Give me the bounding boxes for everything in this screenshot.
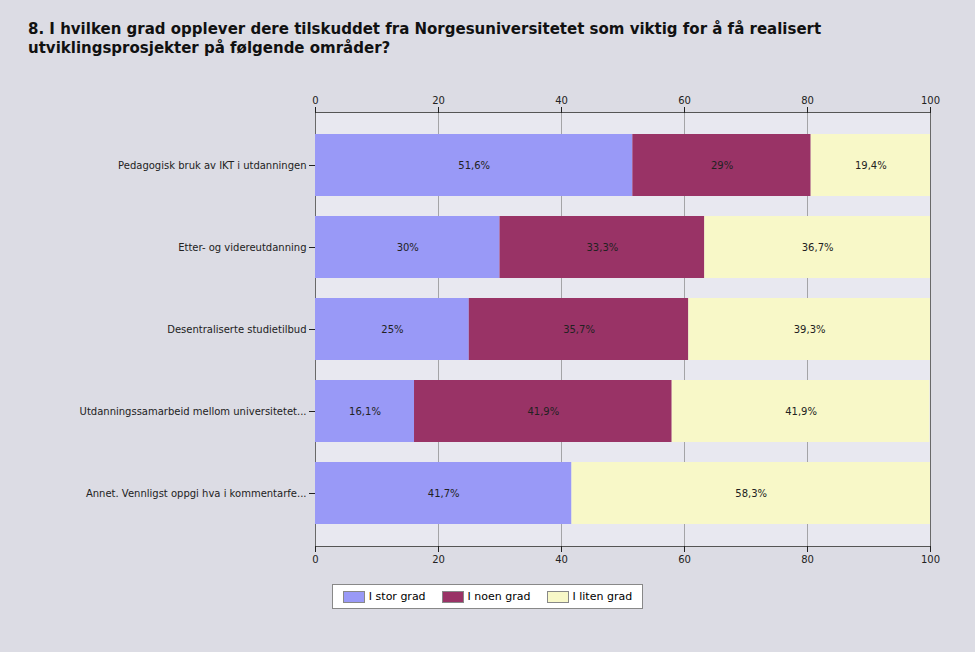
svg-text:60: 60: [678, 554, 691, 565]
svg-text:80: 80: [801, 95, 814, 106]
svg-text:35,7%: 35,7%: [563, 324, 595, 335]
svg-text:39,3%: 39,3%: [794, 324, 826, 335]
html-text:8. I hvilken grad opplever der: 8. I hvilken grad opplever dere tilskudd…: [28, 20, 822, 57]
svg-text:41,7%: 41,7%: [428, 488, 460, 499]
svg-text:Utdanningssamarbeid mellom uni: Utdanningssamarbeid mellom universitetet…: [80, 406, 307, 417]
svg-text:0: 0: [312, 554, 318, 565]
html-text:I stor grad: I stor grad: [368, 590, 426, 603]
svg-text:20: 20: [432, 95, 445, 106]
html-text:I liten grad: I liten grad: [572, 590, 633, 603]
svg-text:40: 40: [555, 554, 568, 565]
svg-text:16,1%: 16,1%: [349, 406, 381, 417]
svg-text:19,4%: 19,4%: [855, 160, 887, 171]
svg-text:30%: 30%: [397, 242, 419, 253]
svg-text:36,7%: 36,7%: [802, 242, 834, 253]
svg-text:60: 60: [678, 95, 691, 106]
html-text:I noen grad: I noen grad: [467, 590, 531, 603]
svg-text:33,3%: 33,3%: [587, 242, 619, 253]
svg-text:20: 20: [432, 554, 445, 565]
svg-text:40: 40: [555, 95, 568, 106]
svg-text:Pedagogisk bruk av IKT i utdan: Pedagogisk bruk av IKT i utdanningen: [118, 160, 306, 171]
svg-text:0: 0: [312, 95, 318, 106]
svg-text:100: 100: [921, 95, 940, 106]
svg-text:41,9%: 41,9%: [527, 406, 559, 417]
svg-text:58,3%: 58,3%: [735, 488, 767, 499]
svg-text:51,6%: 51,6%: [458, 160, 490, 171]
svg-text:25%: 25%: [381, 324, 403, 335]
svg-text:Desentraliserte studietilbud: Desentraliserte studietilbud: [167, 324, 306, 335]
svg-text:80: 80: [801, 554, 814, 565]
svg-text:29%: 29%: [711, 160, 733, 171]
svg-text:Annet. Vennligst oppgi hva i k: Annet. Vennligst oppgi hva i kommentarfe…: [86, 488, 307, 499]
svg-text:Etter- og videreutdanning: Etter- og videreutdanning: [178, 242, 306, 253]
svg-text:100: 100: [921, 554, 940, 565]
svg-text:41,9%: 41,9%: [785, 406, 817, 417]
